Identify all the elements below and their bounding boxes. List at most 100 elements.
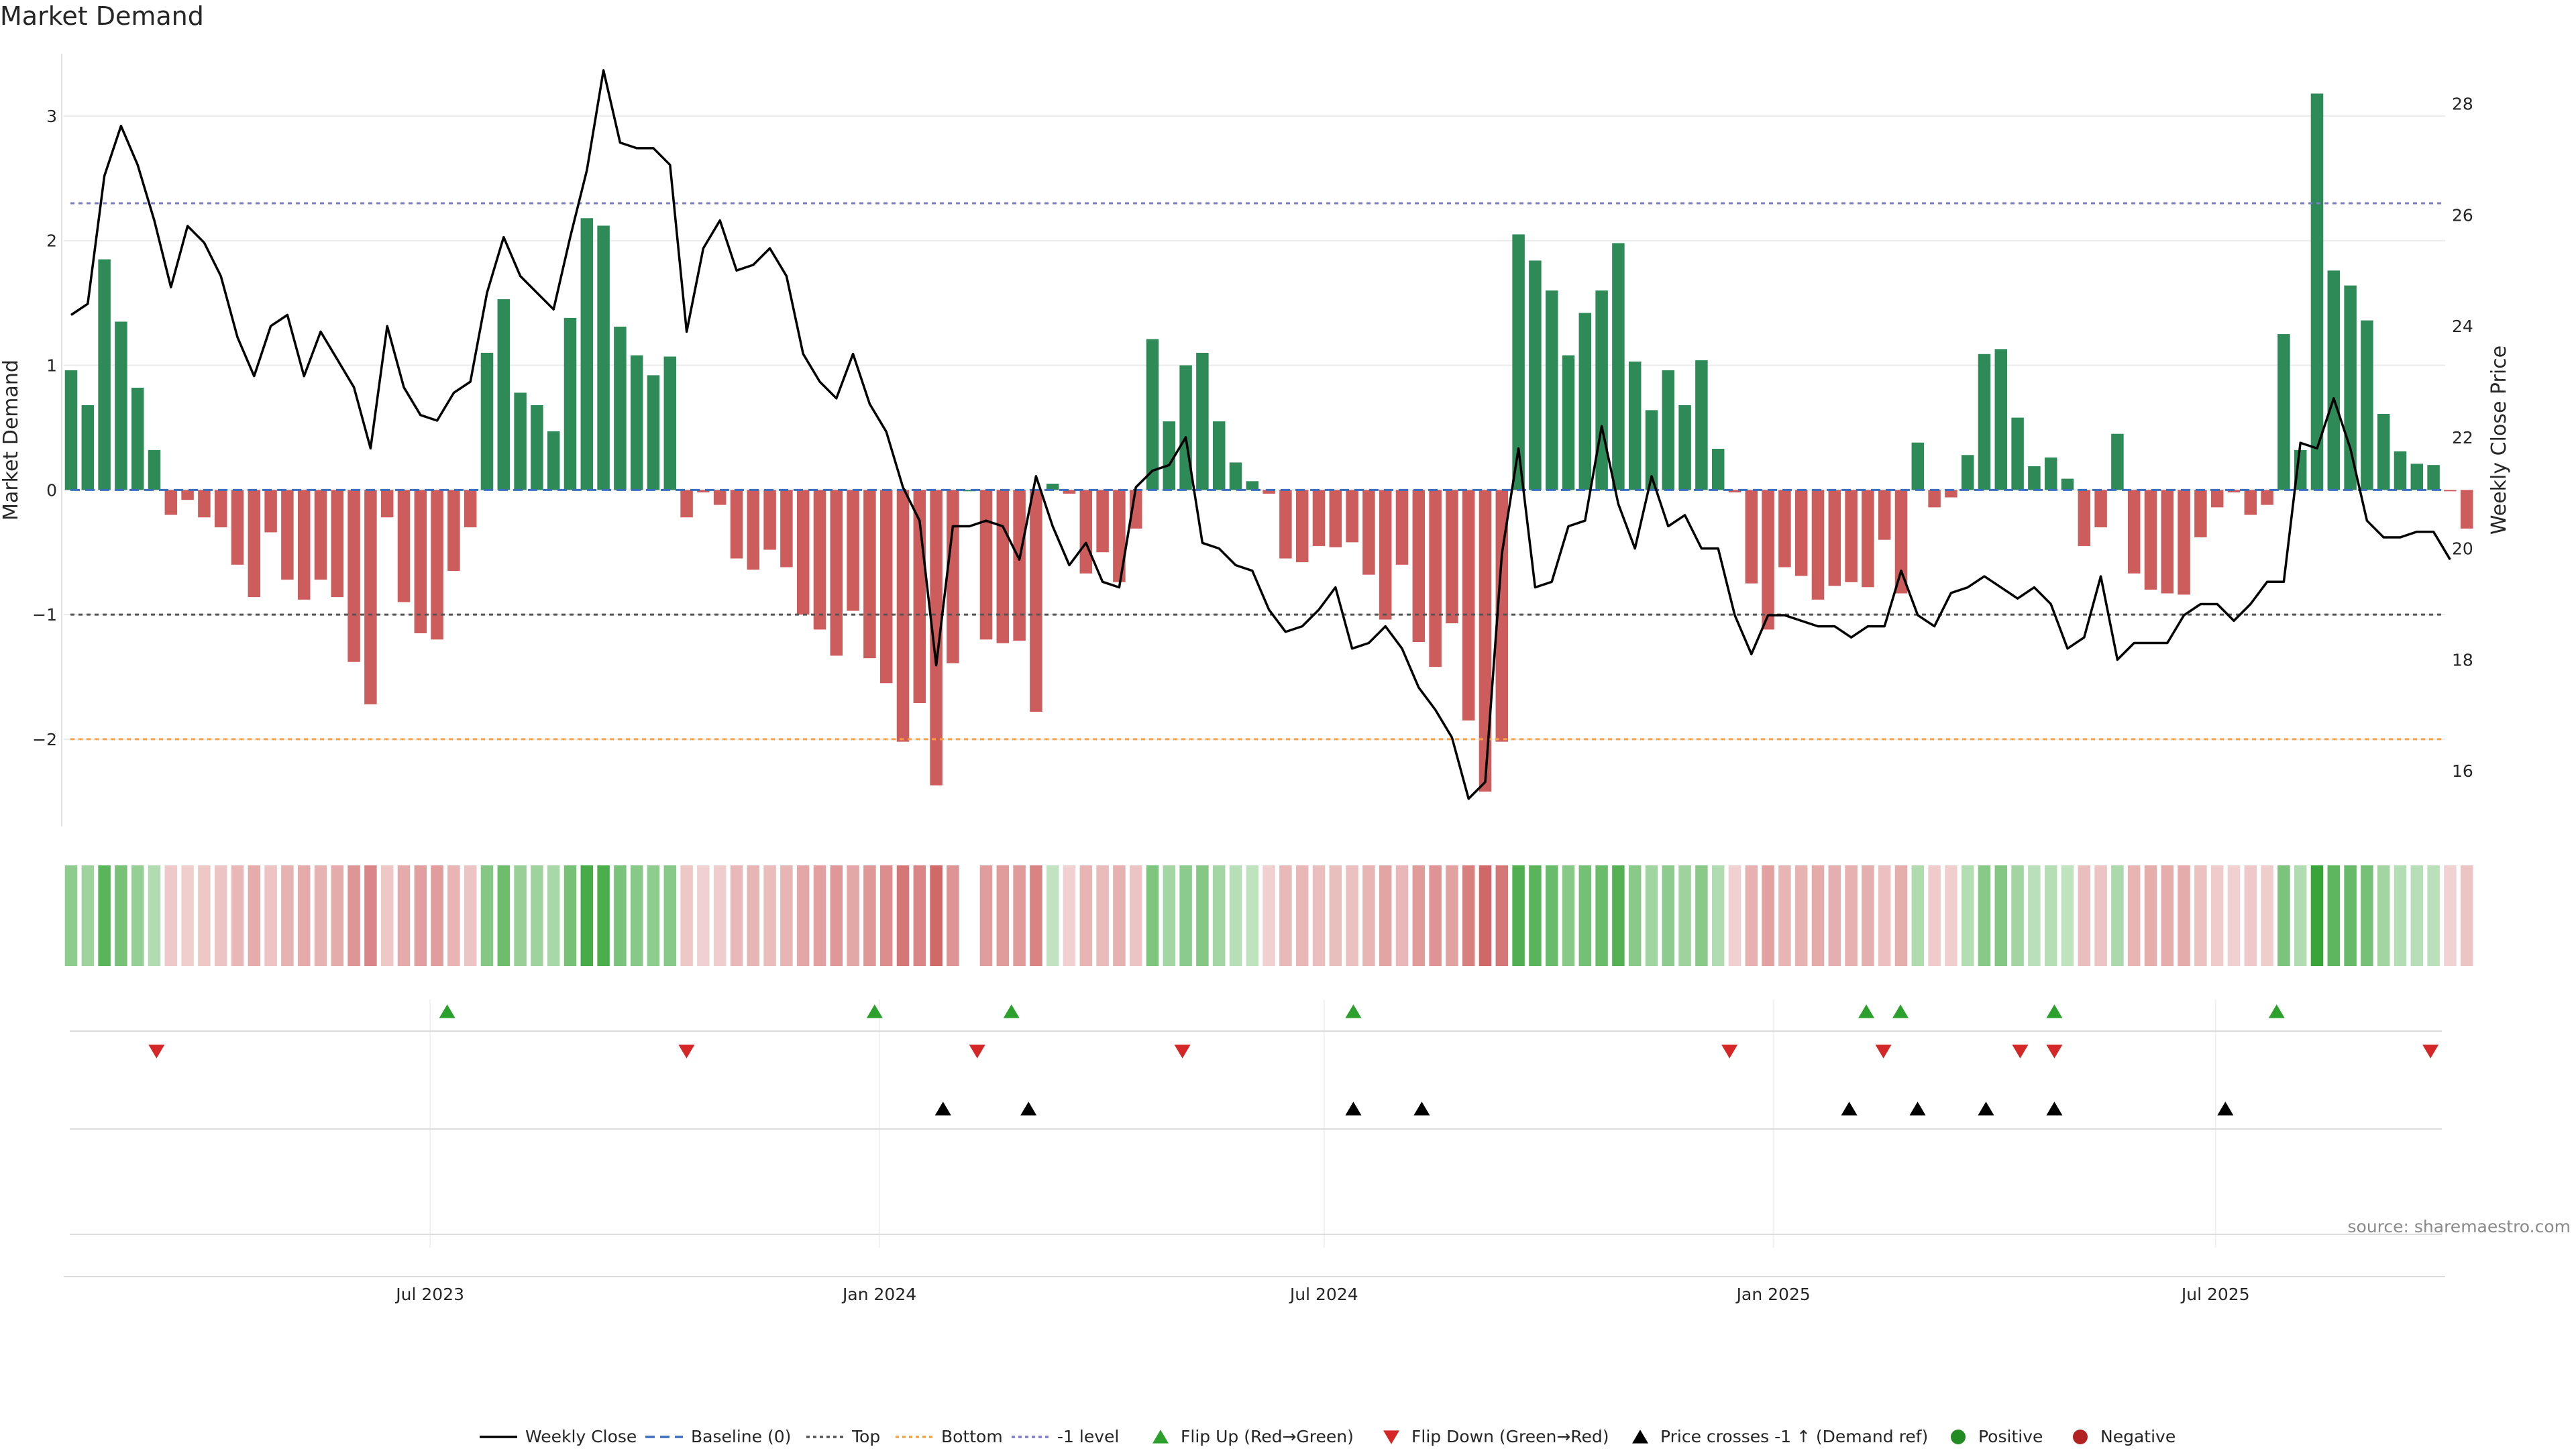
demand-bar: [248, 490, 261, 598]
demand-bar: [796, 490, 810, 615]
y-tick-label: 3: [46, 107, 57, 126]
demand-bar: [1678, 405, 1691, 490]
heat-cell: [763, 865, 776, 966]
demand-bar: [181, 490, 194, 500]
demand-bar: [1945, 490, 1957, 498]
heat-cell: [580, 865, 594, 966]
legend-dot-swatch: [1951, 1430, 1966, 1444]
heat-cell: [1079, 865, 1093, 966]
demand-bar: [580, 218, 594, 490]
source-credit: source: sharemaestro.com: [2347, 1217, 2571, 1236]
flip-down-marker: [2012, 1044, 2029, 1059]
heat-cell: [181, 865, 194, 966]
heat-cell: [2444, 865, 2457, 966]
demand-bar: [979, 490, 993, 640]
flip-down-marker: [2046, 1044, 2063, 1059]
demand-bar: [1163, 421, 1176, 490]
demand-bar: [2011, 417, 2024, 490]
heat-cell: [1412, 865, 1426, 966]
legend-marker-swatch: [1632, 1430, 1648, 1444]
heat-cell: [98, 865, 111, 966]
demand-bar: [2460, 490, 2473, 529]
demand-bar: [1246, 481, 1259, 490]
heat-cell: [1129, 865, 1142, 966]
heat-cell: [514, 865, 527, 966]
heat-cell: [231, 865, 244, 966]
heat-cell: [796, 865, 810, 966]
heat-cell: [1312, 865, 1326, 966]
flip-up-marker: [439, 1004, 455, 1018]
heat-cell: [2310, 865, 2324, 966]
demand-bar: [1794, 490, 1808, 576]
demand-bar: [547, 431, 560, 490]
heat-cell: [1728, 865, 1741, 966]
legend-dot-swatch: [2073, 1430, 2088, 1444]
heat-cell: [1595, 865, 1608, 966]
demand-bar: [1994, 349, 2008, 490]
demand-bar: [264, 490, 277, 533]
demand-bar: [2310, 93, 2324, 490]
y2-axis-label: Weekly Close Price: [2487, 345, 2511, 535]
heat-cell: [1229, 865, 1242, 966]
x-tick-label: Jul 2023: [394, 1285, 464, 1304]
y2-tick-label: 28: [2452, 95, 2473, 114]
heat-cell: [115, 865, 127, 966]
heat-cell: [2044, 865, 2057, 966]
heat-cell: [297, 865, 311, 966]
heat-cell: [281, 865, 294, 966]
demand-bar: [2244, 490, 2257, 515]
x-tick-label: Jul 2025: [2180, 1285, 2250, 1304]
demand-bar: [2111, 433, 2124, 490]
demand-bar: [2377, 413, 2390, 490]
heat-cell: [1578, 865, 1592, 966]
flip-up-marker: [1858, 1004, 1875, 1018]
heat-cell: [663, 865, 677, 966]
demand-bar: [497, 299, 511, 490]
heat-cell: [730, 865, 743, 966]
demand-bar: [2194, 490, 2207, 537]
demand-bar: [1978, 354, 1991, 490]
legend-label: Positive: [1978, 1427, 2043, 1446]
demand-bar: [713, 490, 727, 505]
demand-bar: [1329, 490, 1342, 547]
heat-cell: [248, 865, 261, 966]
legend-label: Baseline (0): [691, 1427, 791, 1446]
demand-bar: [879, 490, 893, 684]
demand-bar: [397, 490, 411, 602]
heat-cell: [2361, 865, 2373, 966]
heat-cell: [614, 865, 627, 966]
heat-cell: [164, 865, 178, 966]
demand-bar: [531, 405, 543, 490]
demand-bar: [64, 370, 78, 490]
demand-bar: [1362, 490, 1375, 575]
y-tick-label: 0: [46, 480, 57, 500]
legend: Weekly Close Baseline (0) Top Bottom -1 leve…: [480, 1427, 2176, 1446]
demand-bar: [1878, 490, 1891, 540]
heat-cell: [1945, 865, 1957, 966]
heat-cell: [431, 865, 443, 966]
demand-bar: [2410, 464, 2424, 490]
demand-bar: [2394, 451, 2407, 490]
legend-marker-swatch: [1152, 1430, 1169, 1444]
legend-label: Bottom: [941, 1427, 1003, 1446]
heat-cell: [930, 865, 943, 966]
demand-bar: [431, 490, 443, 640]
heat-cell: [2261, 865, 2273, 966]
heat-cell: [1894, 865, 1908, 966]
y2-tick-label: 22: [2452, 428, 2473, 447]
flip-up-marker: [1345, 1004, 1362, 1018]
heat-cell: [1146, 865, 1159, 966]
heat-cell: [1612, 865, 1625, 966]
x-tick-label: Jan 2025: [1735, 1285, 1811, 1304]
demand-bar: [896, 490, 910, 742]
heat-cell: [2094, 865, 2107, 966]
demand-bar: [1529, 260, 1542, 490]
heat-cell: [2327, 865, 2341, 966]
demand-bar: [947, 490, 959, 663]
x-tick-label: Jan 2024: [841, 1285, 916, 1304]
heat-cell: [414, 865, 427, 966]
demand-bar: [331, 490, 344, 598]
heat-cell: [2427, 865, 2440, 966]
demand-bar: [1263, 490, 1275, 494]
heat-cell: [2161, 865, 2174, 966]
